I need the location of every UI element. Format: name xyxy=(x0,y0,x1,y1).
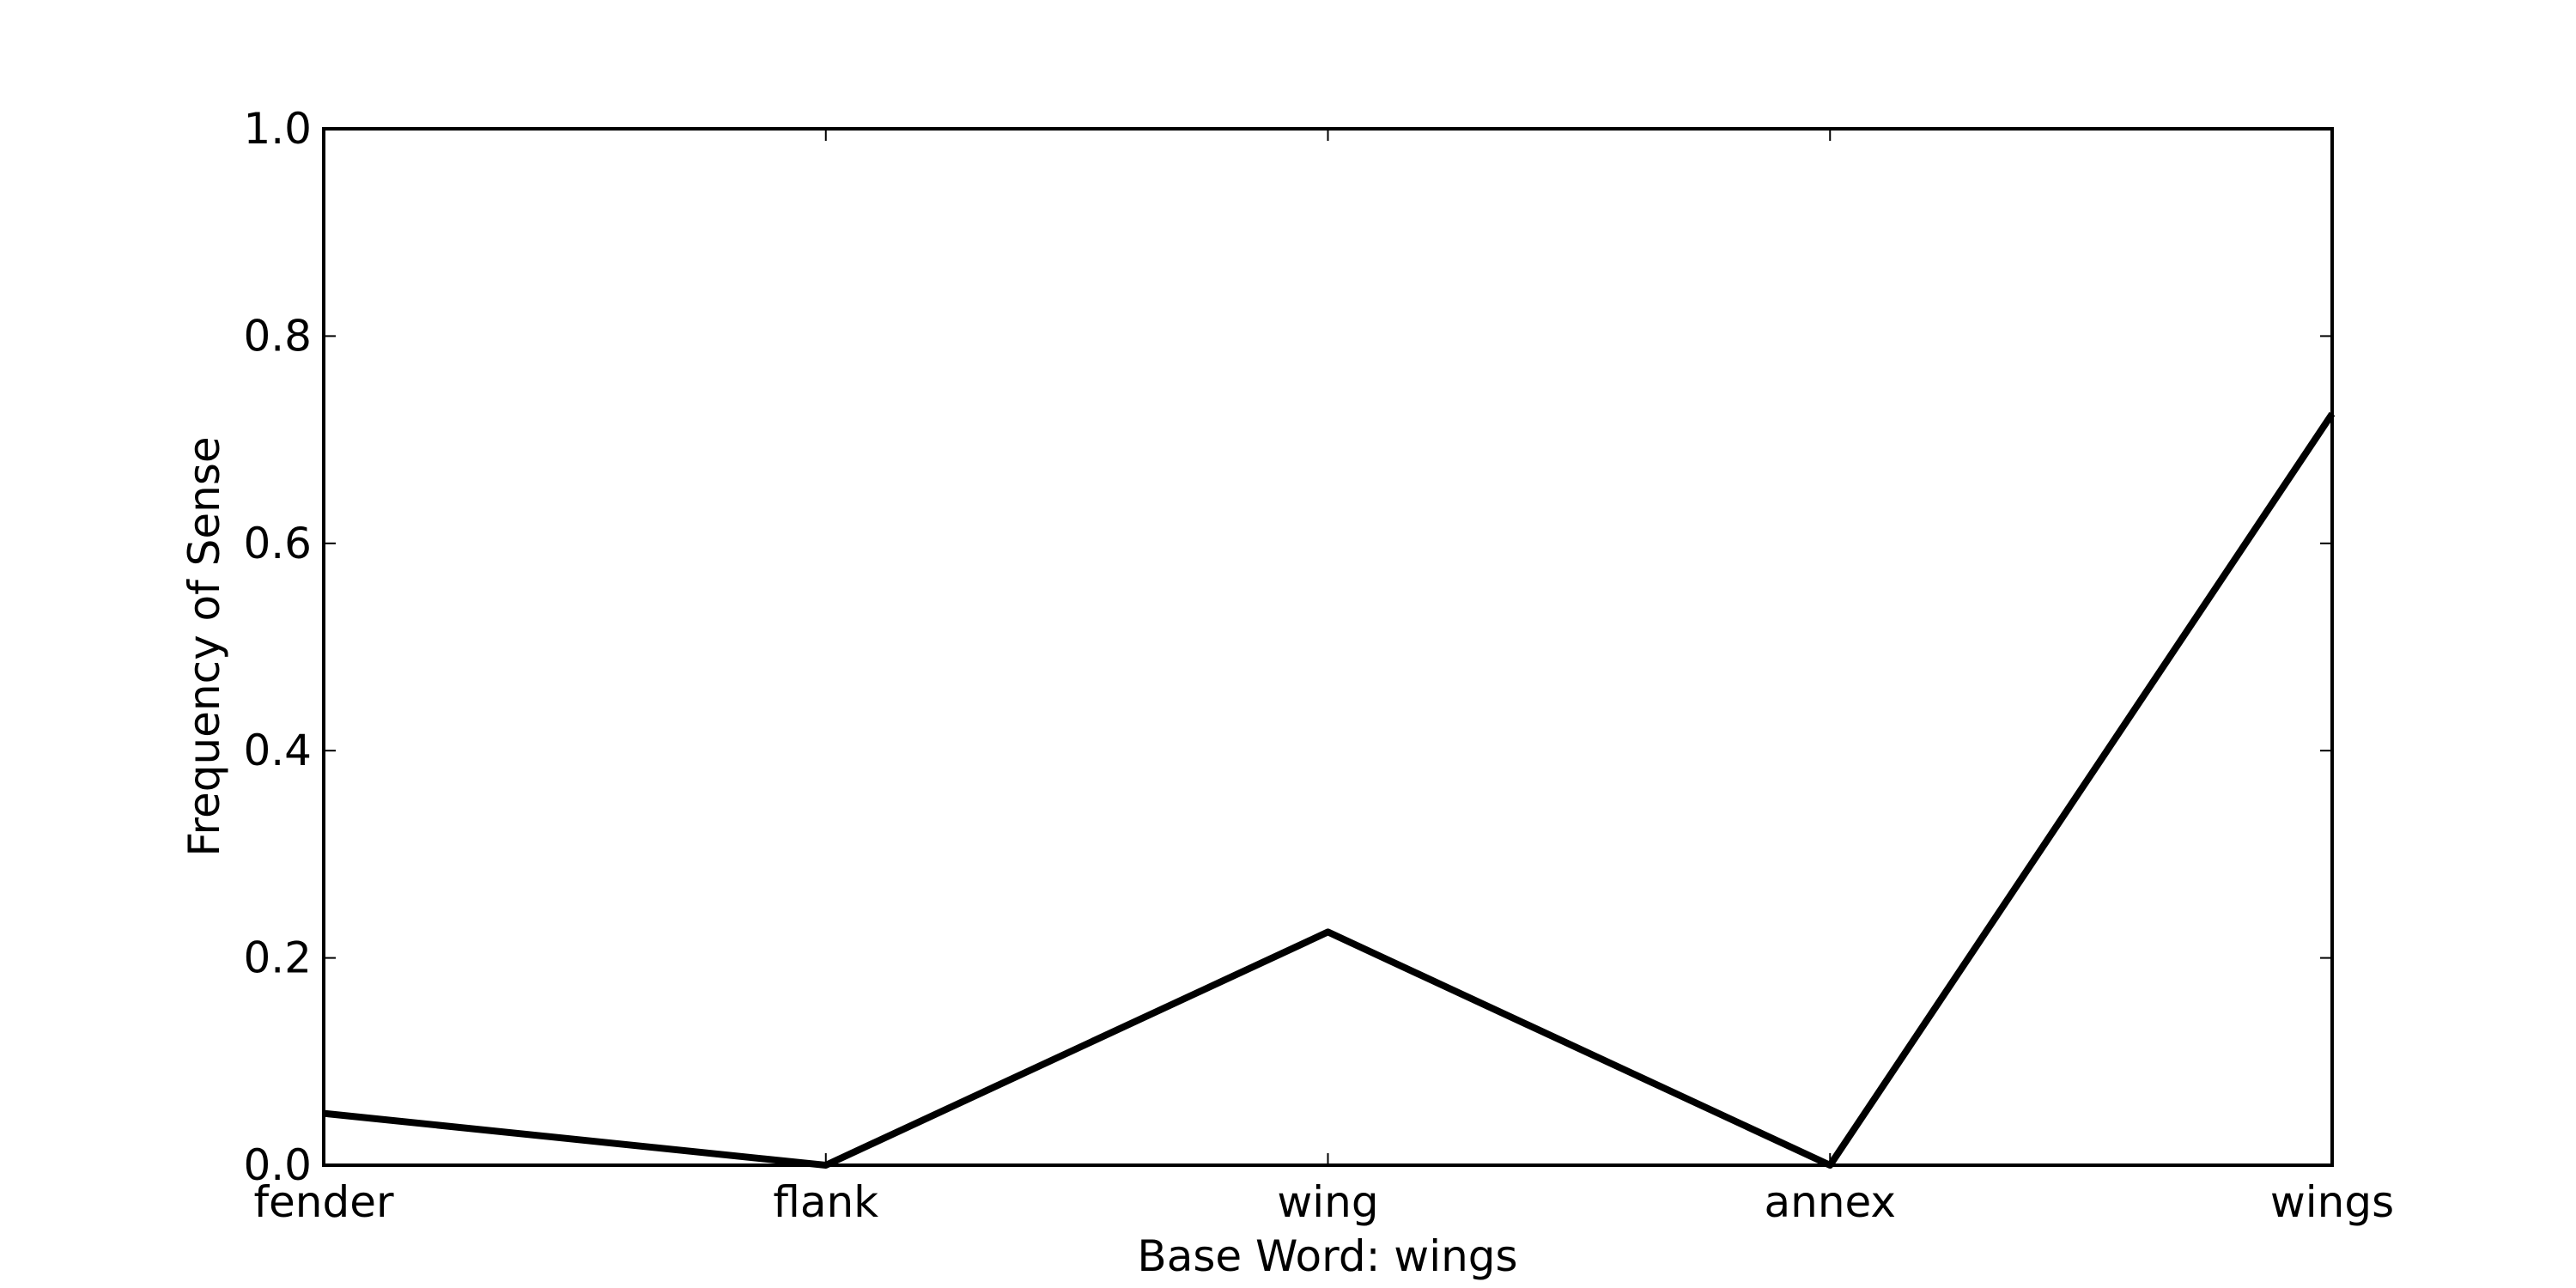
series-layer xyxy=(323,411,2336,1169)
y-tick-label: 0.0 xyxy=(243,1140,312,1190)
x-tick-label-fender: fender xyxy=(253,1177,394,1227)
x-axis-label: Base Word: wings xyxy=(1137,1231,1517,1281)
y-axis-label: Frequency of Sense xyxy=(179,436,229,856)
x-tick-label-flank: flank xyxy=(773,1177,878,1227)
y-tick-label: 1.0 xyxy=(243,104,312,154)
series-line-0 xyxy=(323,411,2336,1169)
y-tick-label: 0.4 xyxy=(243,726,312,775)
y-tick-label: 0.2 xyxy=(243,933,312,983)
y-tick-label: 0.8 xyxy=(243,311,312,361)
plot-frame xyxy=(322,127,2334,1167)
y-tick-label: 0.6 xyxy=(243,519,312,568)
ticks-layer: 0.0 0.2 0.4 0.6 0.8 1.0 fender flank wing annex wi… xyxy=(243,104,2394,1227)
x-tick-label-wings: wings xyxy=(2270,1177,2394,1227)
x-tick-label-annex: annex xyxy=(1765,1177,1897,1227)
x-tick-label-wing: wing xyxy=(1277,1177,1378,1227)
